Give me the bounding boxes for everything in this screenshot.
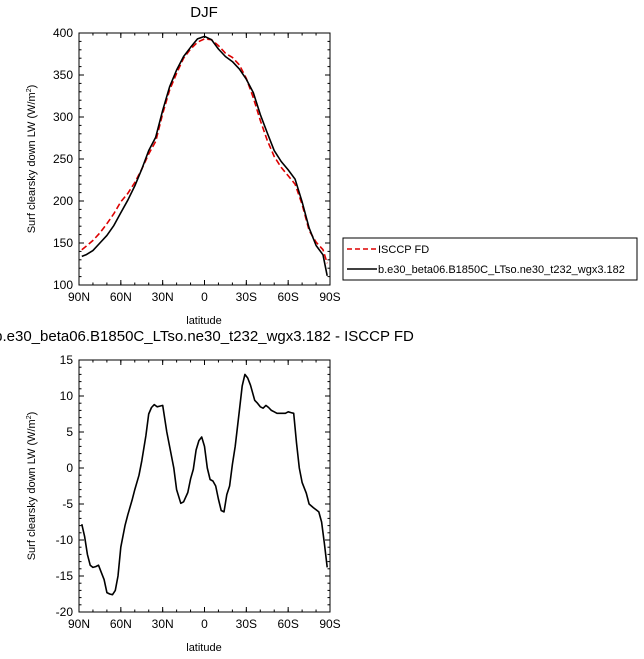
- bottom-x-tick-label: 90N: [68, 617, 90, 631]
- bottom-y-axis-label-close: ): [26, 412, 38, 416]
- top-x-tick-label: 0: [201, 290, 208, 304]
- bottom-y-tick-label: -5: [62, 497, 73, 511]
- bottom-plot-area: 90N 60N 30N 0 30S 60S 90S -20 -15 -10 -5 0 5 10 15: [56, 353, 341, 631]
- legend: ISCCP FD b.e30_beta06.B1850C_LTso.ne30_t…: [342, 237, 638, 281]
- top-x-tick-label: 60S: [277, 290, 298, 304]
- top-x-axis-label: latitude: [186, 315, 221, 327]
- top-y-tick-label: 200: [53, 194, 73, 208]
- top-y-tick-label: 150: [53, 236, 73, 250]
- top-x-tick-label: 90N: [68, 290, 90, 304]
- top-y-tick-label: 100: [53, 278, 73, 292]
- bottom-panel: b.e30_beta06.B1850C_LTso.ne30_t232_wgx3.…: [0, 328, 414, 654]
- bottom-y-tick-label: 0: [66, 461, 73, 475]
- top-panel: DJF 90N 60N 30N 0 30S 60S 90S 100 150 200 250 300 35…: [26, 4, 341, 327]
- top-series-line-0: [81, 38, 328, 264]
- bottom-plot-frame: [78, 359, 331, 613]
- legend-box: [342, 237, 638, 281]
- bottom-x-tick-label: 0: [201, 617, 208, 631]
- top-x-tick-label: 30S: [236, 290, 257, 304]
- top-y-axis-label-main: Surf clearsky down LW (W/m: [26, 92, 38, 233]
- bottom-y-tick-label: -15: [56, 569, 74, 583]
- top-y-tick-label: 250: [53, 152, 73, 166]
- legend-label-model: b.e30_beta06.B1850C_LTso.ne30_t232_wgx3.…: [378, 264, 625, 276]
- bottom-series-line-0: [81, 373, 328, 596]
- bottom-y-tick-label: 10: [60, 389, 74, 403]
- top-y-tick-label: 400: [53, 26, 73, 40]
- bottom-x-tick-label: 60N: [110, 617, 132, 631]
- bottom-x-tick-label: 90S: [319, 617, 340, 631]
- bottom-x-tick-label: 30S: [236, 617, 257, 631]
- bottom-y-axis-label-main: Surf clearsky down LW (W/m: [26, 419, 38, 560]
- top-plot-frame: [78, 32, 331, 286]
- top-y-axis-label-close: ): [26, 85, 38, 89]
- top-y-tick-label: 350: [53, 68, 73, 82]
- bottom-y-tick-label: -10: [56, 533, 74, 547]
- bottom-y-tick-label: 15: [60, 353, 74, 367]
- top-plot-area: 90N 60N 30N 0 30S 60S 90S 100 150 200 250 300 350 400: [53, 26, 341, 304]
- bottom-x-axis-label: latitude: [186, 642, 221, 654]
- top-chart-title: DJF: [190, 4, 218, 21]
- top-x-tick-label: 60N: [110, 290, 132, 304]
- bottom-y-tick-label: 5: [66, 425, 73, 439]
- top-y-tick-label: 300: [53, 110, 73, 124]
- bottom-y-axis-label: Surf clearsky down LW (W/m2): [26, 412, 38, 561]
- bottom-x-tick-label: 60S: [277, 617, 298, 631]
- bottom-chart-title: b.e30_beta06.B1850C_LTso.ne30_t232_wgx3.…: [0, 328, 414, 345]
- top-x-tick-label: 90S: [319, 290, 340, 304]
- legend-label-isccp: ISCCP FD: [378, 244, 429, 256]
- bottom-x-tick-label: 30N: [152, 617, 174, 631]
- top-y-axis-label-sup: 2: [26, 88, 33, 92]
- bottom-y-tick-label: -20: [56, 605, 74, 619]
- bottom-y-axis-label-sup: 2: [26, 415, 33, 419]
- top-x-tick-label: 30N: [152, 290, 174, 304]
- top-series-line-1: [81, 35, 328, 276]
- top-y-axis-label: Surf clearsky down LW (W/m2): [26, 85, 38, 234]
